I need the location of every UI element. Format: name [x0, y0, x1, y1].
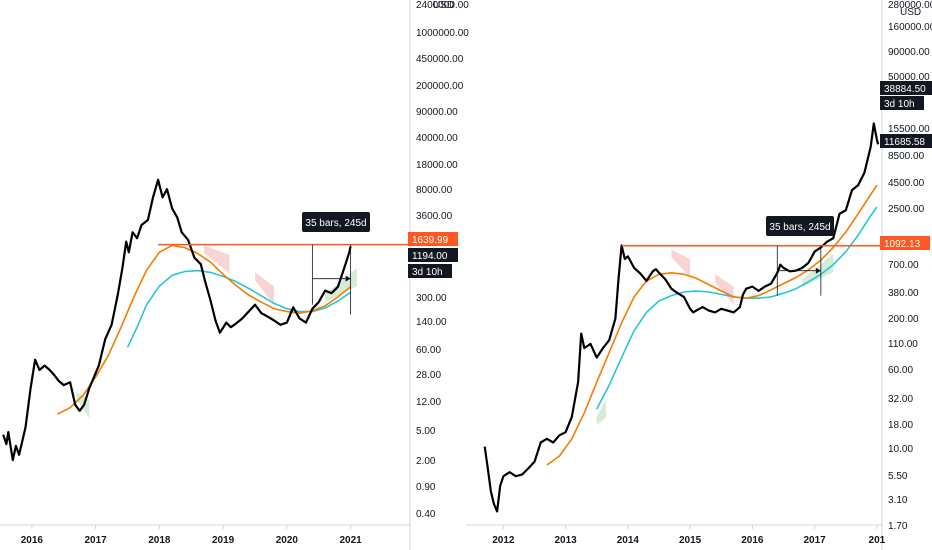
price-tag-label: 38884.50	[884, 84, 926, 95]
measure-arrowhead	[815, 267, 821, 274]
y-tick-label: 18000.00	[416, 160, 458, 171]
y-tick-label: 380.00	[888, 288, 919, 299]
y-tick-label: 4500.00	[888, 178, 925, 189]
y-tick-label: 200.00	[888, 314, 919, 325]
cloud-green-shape	[596, 399, 607, 425]
price-line	[483, 122, 880, 513]
price-tag-label: 1639.99	[412, 235, 449, 246]
y-tick-label: 32.00	[888, 394, 913, 405]
y-tick-label: 90000.00	[888, 47, 930, 58]
measure-label-box	[302, 212, 370, 232]
price-tag-box	[408, 248, 458, 262]
price-tag-box	[880, 134, 932, 148]
price-tag-label: 3d 10h	[412, 267, 443, 278]
y-tick-label: 15500.00	[888, 124, 930, 135]
y-tick-label: 110.00	[888, 339, 918, 350]
y-tick-label: 160000.00	[888, 22, 932, 33]
y-tick-label: 10.00	[888, 444, 913, 455]
left-chart-panel: 35 bars, 245d 2016 2017 2018 2019 2020 2021 240…	[0, 0, 469, 550]
x-tick-label: 2014	[617, 535, 640, 546]
cloud-red-shape	[255, 272, 275, 305]
y-tick-label: 2.00	[416, 456, 436, 467]
measure-label: 35 bars, 245d	[305, 218, 366, 229]
x-tick-label: 2021	[340, 535, 363, 546]
y-tick-label: 18.00	[888, 420, 913, 431]
measure-arrowhead	[345, 275, 351, 282]
y-tick-label: 8000.00	[416, 185, 453, 196]
y-tick-label: 3.10	[888, 495, 908, 506]
y-tick-label: 5.00	[416, 426, 436, 437]
cloud-red-shape	[204, 245, 230, 273]
left-usd-label: USD	[433, 0, 454, 11]
y-tick-label: 0.90	[416, 482, 436, 493]
orange-ma-line	[57, 244, 352, 415]
y-tick-label: 5.50	[888, 471, 908, 482]
measure-label-box	[766, 216, 834, 236]
y-tick-label: 40000.00	[416, 133, 458, 144]
y-tick-label: 300.00	[416, 293, 447, 304]
y-tick-label: 200000.00	[416, 81, 464, 92]
x-tick-label: 201	[869, 535, 886, 546]
y-tick-label: 280000.00	[888, 0, 932, 11]
y-tick-label: 90000.00	[416, 107, 458, 118]
measure-label: 35 bars, 245d	[769, 222, 830, 233]
right-chart-panel: 35 bars, 245d 2012 2013 2014 2015 2016 2017 201…	[466, 0, 932, 550]
y-tick-label: 60.00	[888, 365, 913, 376]
y-tick-label: 50000.00	[888, 72, 930, 83]
y-tick-label: 12.00	[416, 397, 441, 408]
x-tick-label: 2017	[804, 535, 827, 546]
y-tick-label: 1.70	[888, 521, 908, 532]
x-tick-label: 2018	[148, 535, 171, 546]
y-tick-label: 28.00	[416, 370, 441, 381]
x-tick-label: 2015	[679, 535, 702, 546]
y-tick-label: 140.00	[416, 317, 447, 328]
price-tag-box	[880, 96, 924, 110]
cloud-green-shape	[325, 268, 357, 303]
price-tag-label: 1092.13	[884, 239, 921, 250]
x-tick-label: 2017	[85, 535, 108, 546]
orange-ma-line	[546, 184, 878, 466]
price-tag-label: 3d 10h	[884, 99, 915, 110]
x-tick-label: 2019	[212, 535, 235, 546]
price-tag-label: 1194.00	[412, 251, 448, 262]
x-tick-label: 2013	[554, 535, 577, 546]
cyan-ma-line	[595, 206, 878, 410]
y-tick-label: 3600.00	[416, 211, 453, 222]
price-tag-box	[408, 264, 452, 278]
y-tick-label: 1000000.00	[416, 28, 469, 39]
price-line	[2, 178, 352, 462]
price-tag-box	[880, 81, 932, 95]
x-tick-label: 2016	[741, 535, 764, 546]
cloud-red-shape	[715, 274, 734, 305]
price-tag-box	[408, 232, 458, 246]
y-tick-label: 450000.00	[416, 54, 464, 65]
x-tick-label: 2020	[276, 535, 299, 546]
y-tick-label: 700.00	[888, 260, 919, 271]
cloud-red-shape	[671, 249, 691, 278]
right-usd-label: USD	[900, 7, 921, 18]
price-tag-box	[880, 236, 930, 250]
y-tick-label: 2400000.00	[416, 0, 469, 11]
price-tag-label: 11685.58	[884, 137, 925, 148]
y-tick-label: 60.00	[416, 345, 441, 356]
y-tick-label: 2500.00	[888, 204, 925, 215]
x-tick-label: 2012	[492, 535, 515, 546]
y-tick-label: 8500.00	[888, 151, 925, 162]
x-tick-label: 2016	[21, 535, 44, 546]
y-tick-label: 0.40	[416, 509, 436, 520]
